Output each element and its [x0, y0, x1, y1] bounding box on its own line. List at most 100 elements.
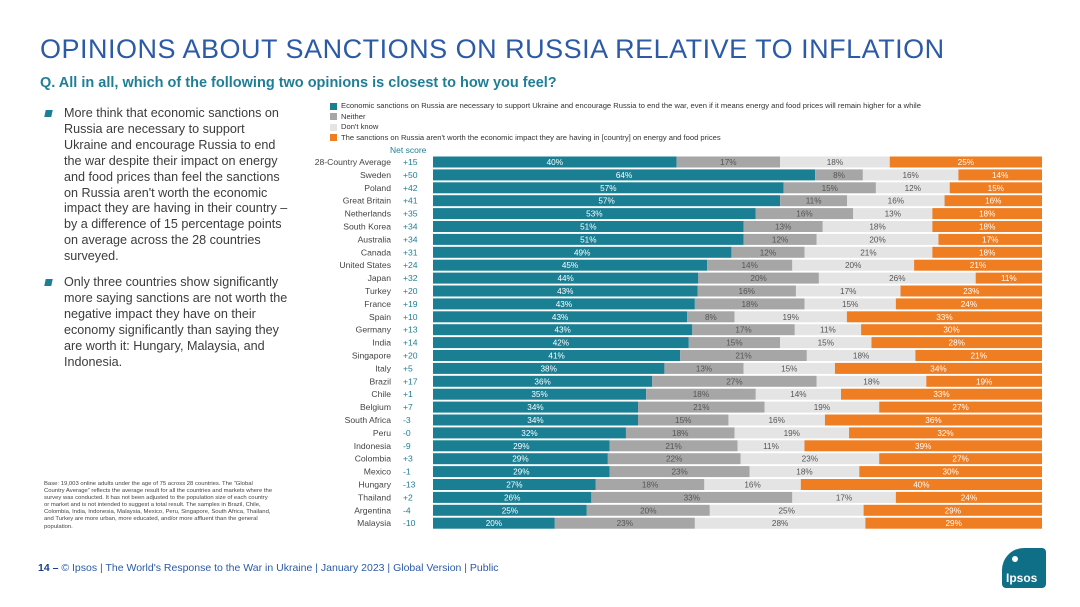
page-title: OPINIONS ABOUT SANCTIONS ON RUSSIA RELAT…: [40, 34, 945, 64]
data-label: 49%: [574, 248, 590, 257]
data-label: 12%: [772, 235, 788, 244]
bar-segment: [815, 169, 863, 181]
data-label: 8%: [833, 171, 845, 180]
data-label: 27%: [726, 377, 742, 386]
net-score-label: +24: [403, 260, 418, 270]
bar-segment: [709, 504, 864, 516]
footer-text: © Ipsos | The World's Response to the Wa…: [61, 562, 499, 574]
data-label: 19%: [783, 313, 799, 322]
data-label: 14%: [741, 261, 757, 270]
net-score-label: +41: [403, 196, 418, 206]
category-label: Spain: [369, 312, 391, 322]
key-findings: More think that economic sanctions on Ru…: [44, 106, 289, 381]
bar-segment: [694, 298, 805, 310]
bar-segment: [688, 337, 781, 349]
bar-segment: [804, 298, 896, 310]
bar-segment: [958, 169, 1042, 181]
bar-segment: [433, 311, 688, 323]
data-label: 15%: [822, 184, 838, 193]
bar-segment: [433, 362, 665, 374]
net-score-label: +20: [403, 286, 418, 296]
data-label: 51%: [580, 223, 596, 232]
data-label: 19%: [814, 403, 830, 412]
bar-segment: [926, 375, 1042, 387]
bar-segment: [609, 440, 738, 452]
bar-segment: [664, 362, 744, 374]
net-score-label: +13: [403, 325, 418, 335]
data-label: 18%: [693, 390, 709, 399]
data-label: 17%: [840, 287, 856, 296]
bar-segment: [433, 195, 781, 207]
bar-segment: [433, 272, 699, 284]
bar-segment: [780, 195, 848, 207]
bar-segment: [595, 479, 705, 490]
data-label: 16%: [888, 197, 904, 206]
data-label: 16%: [744, 481, 760, 490]
net-score-label: +5: [403, 363, 413, 373]
bar-segment: [944, 195, 1042, 207]
bar-segment: [433, 440, 610, 452]
category-label: Australia: [358, 234, 392, 244]
legend-swatch: [330, 102, 337, 110]
net-score-label: +17: [403, 376, 418, 386]
data-label: 40%: [547, 158, 563, 167]
net-score-label: +31: [403, 247, 418, 257]
bar-segment: [862, 169, 959, 181]
data-label: 27%: [952, 403, 968, 412]
bar-segment: [841, 388, 1042, 400]
data-label: 12%: [760, 248, 776, 257]
bar-segment: [433, 182, 784, 194]
bar-segment: [780, 156, 890, 168]
bar-segment: [879, 453, 1042, 465]
bar-segment: [743, 233, 817, 245]
bar-segment: [433, 479, 596, 490]
data-label: 23%: [963, 287, 979, 296]
category-label: Peru: [373, 428, 391, 438]
net-score-label: +32: [403, 273, 418, 283]
data-label: 16%: [739, 287, 755, 296]
data-label: 29%: [945, 506, 961, 515]
legend-label: Economic sanctions on Russia are necessa…: [341, 101, 921, 110]
data-label: 17%: [720, 158, 736, 167]
legend-swatch: [330, 113, 337, 121]
legend-label: Neither: [341, 111, 366, 121]
bar-segment: [755, 208, 854, 220]
bar-segment: [704, 479, 801, 490]
bar-segment: [915, 350, 1042, 361]
bar-segment: [932, 208, 1042, 220]
data-label: 16%: [768, 416, 784, 425]
legend-swatch: [330, 134, 337, 142]
data-label: 13%: [696, 364, 712, 373]
data-label: 24%: [961, 300, 977, 309]
data-label: 44%: [557, 274, 573, 283]
data-label: 43%: [556, 300, 572, 309]
bar-segment: [607, 453, 741, 465]
bar-segment: [433, 337, 689, 349]
bar-segment: [949, 182, 1042, 194]
net-score-label: -4: [403, 505, 411, 515]
bar-segment: [871, 337, 1042, 349]
data-label: 38%: [541, 364, 557, 373]
footer: 14 – © Ipsos | The World's Response to t…: [38, 562, 499, 574]
finding-bullet: More think that economic sanctions on Ru…: [44, 106, 289, 265]
data-label: 12%: [905, 184, 921, 193]
legend-label: The sanctions on Russia aren't worth the…: [341, 132, 721, 142]
bar-segment: [875, 182, 950, 194]
category-label: Italy: [375, 363, 391, 373]
data-label: 26%: [504, 493, 520, 502]
net-score-label: +3: [403, 454, 413, 464]
data-label: 25%: [502, 506, 518, 515]
data-label: 21%: [970, 352, 986, 361]
net-score-label: +15: [403, 157, 418, 167]
data-label: 11%: [1001, 274, 1017, 283]
data-label: 64%: [616, 171, 632, 180]
data-label: 18%: [741, 300, 757, 309]
data-label: 18%: [979, 248, 995, 257]
net-score-label: -0: [403, 428, 411, 438]
net-score-label: -13: [403, 480, 416, 490]
bar-segment: [433, 208, 756, 220]
data-label: 15%: [675, 416, 691, 425]
data-label: 33%: [936, 313, 952, 322]
bar-segment: [433, 427, 626, 439]
bar-segment: [861, 324, 1042, 336]
